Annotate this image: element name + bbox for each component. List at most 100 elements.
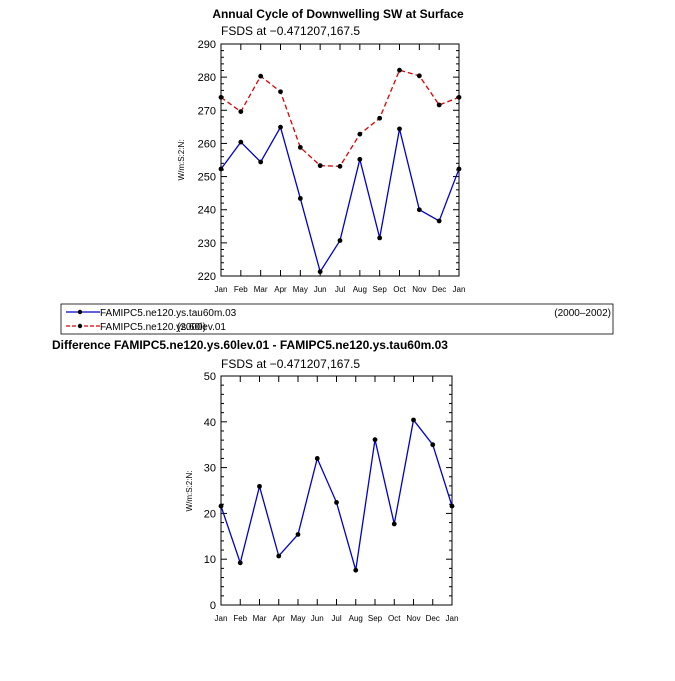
x-tick-label: Apr <box>274 285 287 294</box>
series-1-point <box>411 417 416 423</box>
y-tick-label: 230 <box>198 238 216 250</box>
y-tick-label: 270 <box>198 105 216 117</box>
x-tick-label: Dec <box>432 285 446 294</box>
x-tick-label: Aug <box>353 285 367 294</box>
x-tick-label: Jan <box>215 285 228 294</box>
x-tick-label: Mar <box>253 614 267 623</box>
series-1-point <box>337 238 343 243</box>
series-2-point <box>317 163 323 169</box>
legend-marker-2 <box>77 323 83 329</box>
series-1-point <box>297 196 303 201</box>
legend-label-2: FAMIPC5.ne120.ys.60lev.01 <box>100 322 226 333</box>
series-2-point <box>436 102 442 108</box>
x-tick-label: Jan <box>453 285 466 294</box>
series-1-point <box>456 166 462 172</box>
series-2-point <box>297 145 303 150</box>
legend-marker-1 <box>77 309 83 315</box>
series-2-point <box>238 109 244 115</box>
plot-frame <box>220 375 453 606</box>
series-2-point <box>337 163 343 169</box>
x-tick-label: Sep <box>368 614 383 623</box>
x-tick-label: Jul <box>331 614 341 623</box>
series-2-point <box>397 67 402 73</box>
series-1-point <box>295 532 301 537</box>
series-1-point <box>278 124 283 130</box>
chart2-series <box>218 417 455 573</box>
series-2-point <box>357 131 363 137</box>
series-1-point <box>353 567 359 573</box>
legend-period-2: (2000) <box>177 322 206 333</box>
series-1-point <box>276 553 282 559</box>
y-tick-label: 50 <box>204 371 216 383</box>
y-tick-label: 250 <box>198 172 216 184</box>
x-tick-label: Sep <box>373 285 388 294</box>
x-tick-label: Jan <box>446 614 459 623</box>
x-tick-label: Dec <box>426 614 440 623</box>
annual-cycle-chart: Annual Cycle of Downwelling SW at Surfac… <box>177 7 465 294</box>
series-2-point <box>258 73 264 79</box>
series-1-point <box>449 503 455 509</box>
y-tick-label: 220 <box>198 271 216 283</box>
series-2-point <box>456 94 462 100</box>
series-line-2 <box>220 69 460 167</box>
series-1-point <box>314 456 320 461</box>
series-1-point <box>391 521 397 527</box>
x-tick-label: Jun <box>314 285 327 294</box>
series-2-point <box>377 115 383 121</box>
y-tick-label: 0 <box>210 600 216 612</box>
legend-frame <box>60 303 614 335</box>
chart1-axes: 220 230 240 250 260 270 280 290 Jan Feb Mar Apr May J… <box>198 39 466 294</box>
series-1-point <box>397 126 402 132</box>
series-line-1 <box>220 125 460 274</box>
x-tick-label: Feb <box>233 614 247 623</box>
x-tick-label: Aug <box>349 614 363 623</box>
x-tick-label: Jun <box>311 614 324 623</box>
x-tick-label: Apr <box>273 614 286 623</box>
series-1-point <box>416 207 422 213</box>
chart2-axes: 0 10 20 30 40 50 Jan Feb Mar Apr May Jun Jul Aug Sep Oc… <box>204 371 459 623</box>
y-tick-label: 280 <box>198 72 216 84</box>
x-tick-label: Oct <box>393 285 406 294</box>
chart1-series <box>218 67 462 275</box>
chart1-title: Annual Cycle of Downwelling SW at Surfac… <box>212 7 464 21</box>
series-1-point <box>258 159 264 165</box>
series-1-point <box>257 483 262 489</box>
series-1-point <box>237 560 243 566</box>
x-tick-label: May <box>290 614 305 623</box>
chart1-ylabel: W/m:S:2:N: <box>177 140 186 181</box>
x-tick-label: Feb <box>234 285 248 294</box>
series-1-point <box>238 139 244 145</box>
y-tick-label: 260 <box>198 138 216 150</box>
y-tick-label: 40 <box>204 417 216 429</box>
chart2-title: Difference FAMIPC5.ne120.ys.60lev.01 - F… <box>52 338 448 352</box>
series-1-point <box>430 442 436 448</box>
legend-period-1: (2000–2002) <box>554 308 611 319</box>
series-1-point <box>317 269 323 275</box>
series-1-point <box>218 166 224 172</box>
x-tick-label: May <box>293 285 308 294</box>
chart2-ylabel: W/m:S:2:N: <box>185 471 194 512</box>
x-tick-label: Oct <box>388 614 401 623</box>
difference-chart: Difference FAMIPC5.ne120.ys.60lev.01 - F… <box>52 338 458 623</box>
y-tick-label: 30 <box>204 463 216 475</box>
x-tick-label: Nov <box>406 614 420 623</box>
series-1-point <box>372 437 378 443</box>
y-tick-label: 10 <box>204 554 216 566</box>
series-2-point <box>278 89 283 95</box>
series-1-point <box>377 235 383 241</box>
y-tick-label: 290 <box>198 39 216 51</box>
series-1-point <box>357 156 363 162</box>
x-tick-label: Jul <box>335 285 345 294</box>
x-tick-label: Mar <box>254 285 268 294</box>
x-tick-label: Jan <box>215 614 228 623</box>
series-2-point <box>218 94 224 100</box>
series-1-point <box>334 500 339 505</box>
chart2-subtitle: FSDS at −0.471207,167.5 <box>221 357 360 371</box>
series-1-point <box>218 503 224 509</box>
chart1-subtitle: FSDS at −0.471207,167.5 <box>221 24 360 38</box>
series-line-1 <box>220 418 453 571</box>
series-2-point <box>416 73 422 79</box>
y-tick-label: 240 <box>198 205 216 217</box>
